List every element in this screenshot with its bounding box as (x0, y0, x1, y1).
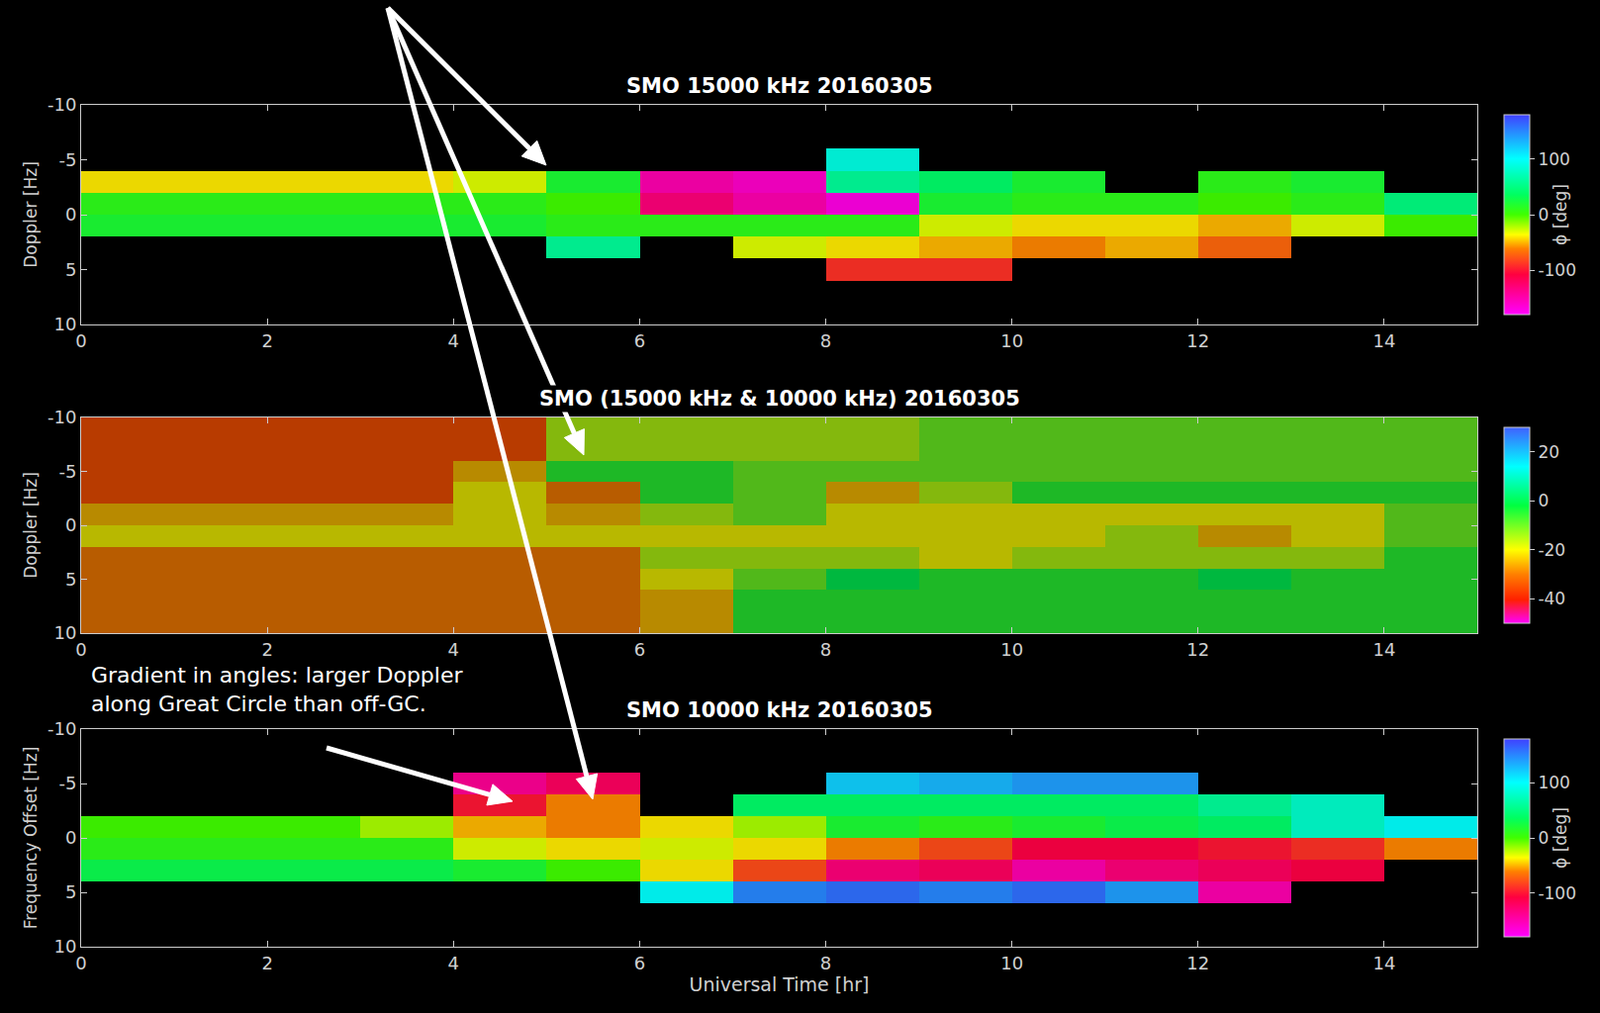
svg-text:20: 20 (1537, 442, 1560, 463)
svg-text:100: 100 (1537, 772, 1570, 793)
svg-text:-10: -10 (47, 406, 77, 428)
svg-text:4: 4 (448, 330, 460, 352)
svg-text:Universal Time [hr]: Universal Time [hr] (688, 973, 869, 996)
svg-text:SMO 15000 kHz 20160305: SMO 15000 kHz 20160305 (626, 74, 934, 98)
svg-text:10: 10 (53, 313, 77, 335)
svg-text:SMO 10000 kHz 20160305: SMO 10000 kHz 20160305 (626, 698, 934, 723)
svg-text:-5: -5 (58, 461, 77, 482)
svg-text:-10: -10 (47, 94, 77, 115)
svg-text:0: 0 (1537, 490, 1549, 511)
svg-text:-20: -20 (1537, 540, 1566, 561)
svg-text:-5: -5 (58, 772, 77, 794)
svg-text:4: 4 (448, 639, 460, 660)
svg-text:100: 100 (1537, 149, 1570, 170)
svg-text:ϕ [deg]: ϕ [deg] (1550, 807, 1571, 869)
svg-text:-10: -10 (47, 718, 77, 740)
svg-text:-40: -40 (1537, 588, 1566, 609)
svg-text:6: 6 (634, 330, 646, 352)
svg-text:10: 10 (53, 936, 77, 957)
svg-text:Doppler [Hz]: Doppler [Hz] (20, 471, 41, 579)
svg-text:12: 12 (1186, 639, 1210, 660)
svg-text:14: 14 (1372, 952, 1396, 974)
svg-text:-100: -100 (1537, 883, 1577, 904)
svg-text:0: 0 (75, 952, 87, 974)
svg-text:2: 2 (261, 639, 273, 660)
svg-text:2: 2 (261, 952, 273, 974)
svg-text:SMO (15000 kHz & 10000 kHz) 20: SMO (15000 kHz & 10000 kHz) 20160305 (539, 386, 1021, 411)
svg-text:-100: -100 (1537, 260, 1577, 281)
svg-text:6: 6 (634, 639, 646, 660)
svg-text:12: 12 (1186, 952, 1210, 974)
svg-text:0: 0 (65, 514, 77, 536)
svg-text:ϕ [deg]: ϕ [deg] (1550, 184, 1571, 246)
svg-text:4: 4 (448, 952, 460, 974)
svg-text:0: 0 (1537, 204, 1549, 225)
svg-text:0: 0 (65, 203, 77, 225)
svg-text:0: 0 (65, 827, 77, 848)
svg-text:14: 14 (1372, 639, 1396, 660)
svg-text:Frequency Offset [Hz]: Frequency Offset [Hz] (20, 747, 41, 931)
svg-text:5: 5 (65, 259, 77, 281)
svg-text:6: 6 (634, 952, 646, 974)
svg-text:0: 0 (75, 330, 87, 352)
svg-text:5: 5 (65, 568, 77, 590)
svg-text:Doppler [Hz]: Doppler [Hz] (20, 161, 41, 269)
svg-text:10: 10 (53, 622, 77, 644)
svg-text:8: 8 (820, 952, 832, 974)
svg-text:2: 2 (261, 330, 273, 352)
svg-text:12: 12 (1186, 330, 1210, 352)
svg-text:10: 10 (1000, 330, 1024, 352)
svg-text:Gradient in angles: larger Dop: Gradient in angles: larger Doppleralong … (91, 662, 464, 717)
svg-text:0: 0 (1537, 828, 1549, 848)
svg-text:0: 0 (75, 639, 87, 660)
svg-text:14: 14 (1372, 330, 1396, 352)
svg-text:-5: -5 (58, 149, 77, 171)
svg-text:5: 5 (65, 881, 77, 903)
svg-text:10: 10 (1000, 952, 1024, 974)
svg-text:8: 8 (820, 330, 832, 352)
svg-text:8: 8 (820, 639, 832, 660)
svg-text:10: 10 (1000, 639, 1024, 660)
